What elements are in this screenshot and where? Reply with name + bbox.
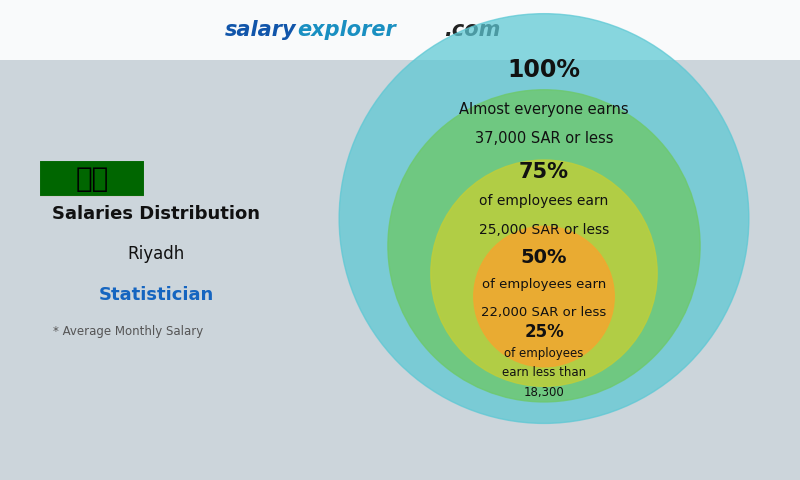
Text: 25,000 SAR or less: 25,000 SAR or less (479, 223, 609, 237)
Text: 50%: 50% (521, 248, 567, 267)
Circle shape (431, 160, 657, 386)
Text: Salaries Distribution: Salaries Distribution (52, 204, 260, 223)
Text: 🇸🇦: 🇸🇦 (75, 165, 109, 193)
Circle shape (474, 227, 614, 367)
Text: explorer: explorer (298, 20, 396, 40)
Text: salary: salary (224, 20, 296, 40)
Text: .com: .com (444, 20, 500, 40)
Text: of employees earn: of employees earn (482, 278, 606, 291)
Text: of employees: of employees (504, 347, 584, 360)
Text: earn less than: earn less than (502, 366, 586, 379)
Text: 18,300: 18,300 (524, 386, 564, 399)
Text: of employees earn: of employees earn (479, 194, 609, 208)
Text: * Average Monthly Salary: * Average Monthly Salary (53, 324, 203, 338)
Text: 100%: 100% (507, 58, 581, 82)
Text: 22,000 SAR or less: 22,000 SAR or less (482, 306, 606, 319)
Text: Almost everyone earns: Almost everyone earns (459, 102, 629, 117)
Text: Riyadh: Riyadh (127, 245, 185, 264)
Circle shape (388, 90, 700, 402)
Circle shape (339, 13, 749, 423)
FancyBboxPatch shape (39, 160, 145, 197)
Text: Statistician: Statistician (98, 286, 214, 304)
Text: 75%: 75% (519, 162, 569, 182)
Text: 37,000 SAR or less: 37,000 SAR or less (474, 131, 614, 146)
Text: 25%: 25% (524, 323, 564, 341)
FancyBboxPatch shape (0, 0, 800, 60)
